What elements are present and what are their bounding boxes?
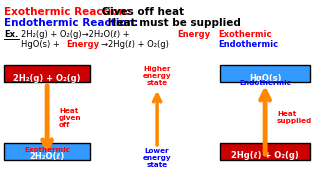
Text: Energy: Energy <box>66 40 99 49</box>
Text: Endothermic: Endothermic <box>239 80 291 86</box>
Text: 2Hg(ℓ) + O₂(g): 2Hg(ℓ) + O₂(g) <box>231 152 299 161</box>
FancyBboxPatch shape <box>4 65 90 82</box>
FancyBboxPatch shape <box>220 65 310 82</box>
Text: 2H₂O(ℓ): 2H₂O(ℓ) <box>29 152 65 161</box>
Text: Exothermic: Exothermic <box>218 30 271 39</box>
Text: Heat
supplied: Heat supplied <box>277 111 312 125</box>
Text: Gives off heat: Gives off heat <box>98 7 184 17</box>
Text: Energy: Energy <box>178 30 211 39</box>
Text: →2Hg(ℓ) + O₂(g): →2Hg(ℓ) + O₂(g) <box>101 40 169 49</box>
Text: HgO(s): HgO(s) <box>249 73 281 82</box>
Text: Endothermic: Endothermic <box>218 40 278 49</box>
Text: Lower
energy
state: Lower energy state <box>143 148 172 168</box>
Text: Exothermic Reaction:: Exothermic Reaction: <box>4 7 130 17</box>
Text: Endothermic Reaction:: Endothermic Reaction: <box>4 18 138 28</box>
Text: 2H₂(g) + O₂(g)→2H₂O(ℓ) +: 2H₂(g) + O₂(g)→2H₂O(ℓ) + <box>20 30 132 39</box>
Text: HgO(s) +: HgO(s) + <box>20 40 62 49</box>
Text: Heat
given
off: Heat given off <box>59 108 82 128</box>
Text: 2H₂(g) + O₂(g): 2H₂(g) + O₂(g) <box>13 73 81 82</box>
Text: Ex.: Ex. <box>4 30 18 39</box>
Text: Heat must be supplied: Heat must be supplied <box>104 18 241 28</box>
FancyBboxPatch shape <box>220 143 310 160</box>
Text: Exothermic: Exothermic <box>24 147 70 153</box>
Text: Higher
energy
state: Higher energy state <box>143 66 172 86</box>
FancyBboxPatch shape <box>4 143 90 160</box>
